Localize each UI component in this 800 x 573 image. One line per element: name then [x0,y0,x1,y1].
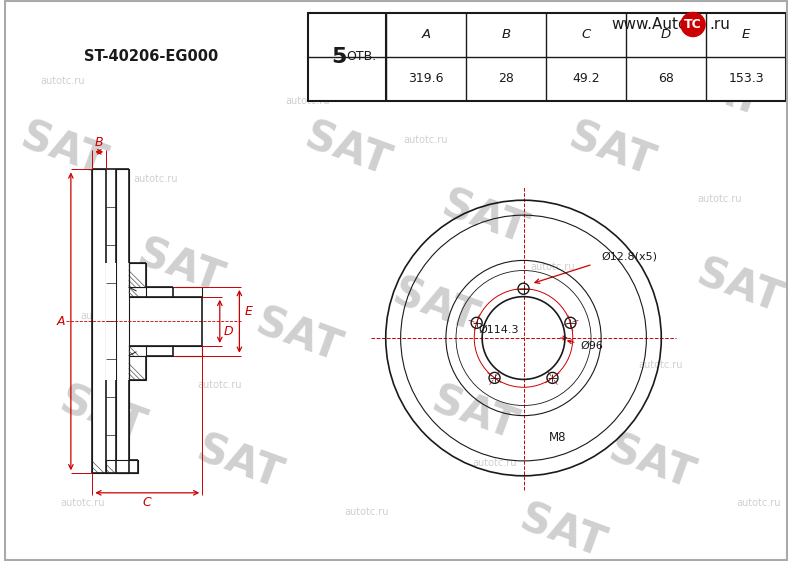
Text: www.Auto: www.Auto [612,17,688,32]
Circle shape [680,12,706,37]
Bar [116,170,129,473]
Text: autotc.ru: autotc.ru [403,135,448,145]
Bar [106,170,116,473]
Bar [129,356,146,380]
Text: A: A [57,315,66,328]
Text: autotc.ru: autotc.ru [80,312,125,321]
Text: autotc.ru: autotc.ru [638,360,683,371]
Text: autotc.ru: autotc.ru [60,497,105,508]
Text: autotc.ru: autotc.ru [134,174,178,185]
Text: autotc.ru: autotc.ru [41,76,86,87]
Text: SAT: SAT [436,184,533,253]
Bar [129,262,146,287]
Text: 5: 5 [332,47,347,67]
Text: autotc.ru: autotc.ru [737,497,781,508]
Text: autotc.ru: autotc.ru [560,66,605,77]
Text: SAT: SAT [563,115,660,185]
Text: SAT: SAT [426,380,523,449]
Text: D: D [661,28,671,41]
Text: SAT: SAT [14,115,111,185]
Text: Ø114.3: Ø114.3 [478,325,519,335]
Text: D: D [224,325,234,337]
Bar [129,346,202,356]
Text: 68: 68 [658,72,674,85]
Text: ОТВ.: ОТВ. [346,50,376,64]
Text: 28: 28 [498,72,514,85]
Bar [129,287,202,297]
Bar [93,170,106,473]
Bar [106,461,138,473]
Text: E: E [742,28,750,41]
Text: autotc.ru: autotc.ru [698,194,742,204]
Text: autotc.ru: autotc.ru [286,96,330,106]
Text: SAT: SAT [514,497,611,567]
Text: SAT: SAT [250,301,346,371]
Text: SAT: SAT [191,429,288,498]
Text: SAT: SAT [690,252,787,322]
Text: 153.3: 153.3 [728,72,764,85]
Text: SAT: SAT [602,429,699,498]
Text: autotc.ru: autotc.ru [345,508,389,517]
Text: B: B [95,136,103,148]
Text: ST-40206-EG000: ST-40206-EG000 [84,49,218,64]
Text: Ø12.8(x5): Ø12.8(x5) [601,252,657,261]
Text: SAT: SAT [387,272,484,342]
Text: B: B [502,28,511,41]
Text: SAT: SAT [132,233,229,302]
Text: SAT: SAT [54,380,150,449]
Text: autotc.ru: autotc.ru [472,458,516,468]
Text: E: E [244,305,252,318]
Text: C: C [143,496,152,509]
Text: 49.2: 49.2 [573,72,600,85]
Text: A: A [422,28,431,41]
Bar [308,13,786,101]
Text: 319.6: 319.6 [409,72,444,85]
Text: autotc.ru: autotc.ru [530,262,575,273]
Text: autotc.ru: autotc.ru [198,380,242,390]
Text: SAT: SAT [671,56,768,126]
Text: C: C [582,28,591,41]
Text: SAT: SAT [299,115,395,185]
Text: .ru: .ru [710,17,730,32]
Text: Ø96: Ø96 [581,341,604,351]
Text: M8: M8 [549,431,566,444]
Text: TC: TC [684,18,702,31]
